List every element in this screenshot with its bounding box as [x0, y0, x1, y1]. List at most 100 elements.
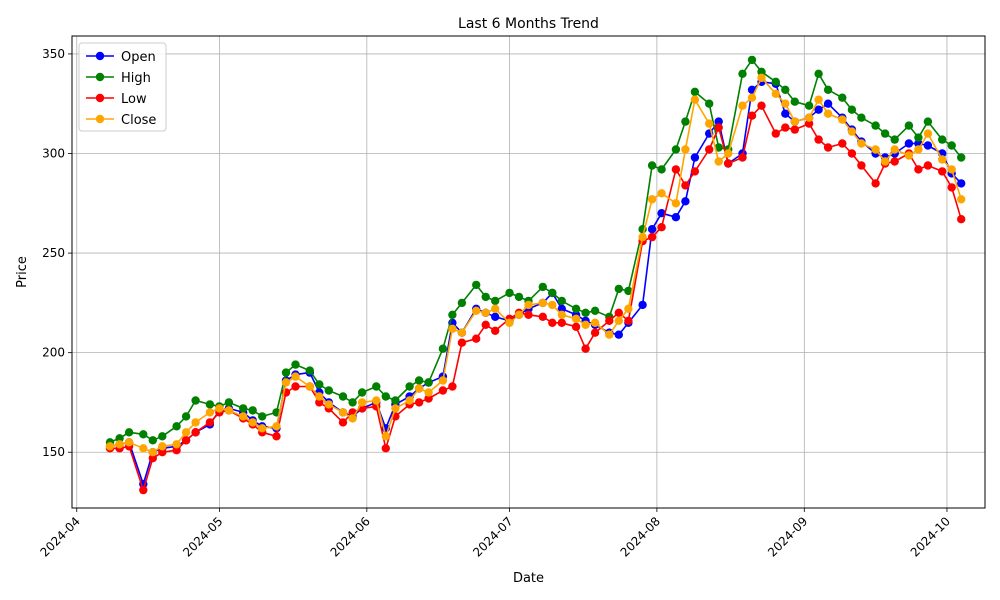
close-point: [681, 145, 690, 154]
chart-title: Last 6 Months Trend: [458, 16, 599, 32]
close-point: [714, 157, 723, 166]
high-point: [438, 344, 448, 353]
legend: Open High Low Close: [78, 42, 167, 132]
close-point: [248, 418, 257, 427]
close-point: [814, 95, 823, 104]
high-point: [957, 153, 966, 162]
y-axis-title: Price: [15, 256, 30, 288]
high-point: [690, 87, 700, 97]
open-point: [557, 304, 566, 313]
high-point: [191, 396, 200, 405]
close-point: [324, 400, 333, 409]
high-point: [880, 129, 890, 138]
close-point: [139, 444, 148, 453]
close-point: [448, 324, 457, 333]
legend-open-marker: [95, 51, 105, 61]
high-point: [315, 380, 324, 389]
close-point: [605, 330, 614, 339]
open-point: [823, 99, 833, 108]
low-point: [605, 316, 614, 325]
close-point: [590, 318, 600, 327]
legend-open-label: Open: [121, 50, 156, 65]
high-point: [158, 432, 167, 441]
open-point: [671, 213, 681, 222]
high-point: [857, 113, 866, 122]
high-point: [581, 308, 590, 317]
low-point: [315, 398, 324, 407]
close-point: [224, 406, 234, 415]
high-point: [571, 304, 581, 313]
open-point: [814, 105, 823, 114]
close-point: [880, 157, 890, 166]
close-point: [405, 396, 414, 405]
high-point: [747, 55, 757, 65]
high-point: [705, 99, 714, 108]
high-point: [804, 101, 814, 110]
legend-close-marker: [95, 114, 105, 124]
low-point: [914, 165, 923, 174]
low-point: [747, 111, 757, 120]
low-point: [448, 382, 457, 391]
high-point: [305, 366, 314, 375]
low-point: [871, 179, 880, 188]
low-point: [557, 318, 566, 327]
legend-high-label: High: [121, 71, 151, 86]
close-point: [947, 165, 956, 174]
high-point: [947, 141, 956, 150]
low-point: [191, 428, 200, 437]
close-point: [124, 438, 134, 447]
low-point: [414, 398, 424, 407]
close-point: [790, 117, 799, 126]
high-point: [291, 360, 300, 369]
high-point: [790, 97, 799, 106]
high-point: [324, 386, 333, 395]
high-point: [124, 428, 134, 437]
close-point: [771, 89, 780, 99]
y-tick-label: 150: [42, 445, 65, 459]
high-point: [381, 392, 390, 401]
y-tick-label: 250: [42, 246, 65, 260]
close-point: [514, 310, 524, 319]
low-point: [804, 119, 814, 128]
y-tick-label: 300: [42, 147, 65, 161]
legend-high-marker: [95, 72, 105, 82]
series-layer: [105, 55, 966, 495]
open-point: [923, 141, 933, 150]
close-point: [581, 320, 590, 329]
close-point: [338, 408, 348, 417]
close-point: [481, 308, 490, 317]
low-point: [647, 232, 657, 242]
high-point: [781, 85, 790, 95]
close-point: [158, 442, 167, 451]
high-point: [624, 286, 633, 296]
high-point: [239, 404, 248, 413]
low-point: [738, 153, 747, 162]
high-point: [405, 382, 414, 391]
high-point: [738, 69, 747, 79]
high-point: [681, 117, 690, 126]
low-point: [205, 418, 215, 427]
open-point: [681, 197, 690, 206]
close-point: [890, 145, 899, 154]
close-point: [548, 300, 557, 310]
high-point: [115, 434, 124, 443]
close-point: [690, 95, 700, 104]
close-point: [614, 316, 623, 325]
high-point: [181, 412, 191, 421]
open-point: [957, 179, 966, 188]
low-point: [571, 322, 581, 331]
high-point: [472, 280, 481, 290]
low-point: [947, 183, 956, 192]
close-point: [491, 304, 500, 313]
low-point: [681, 181, 690, 190]
series-close: [105, 73, 966, 457]
high-point: [348, 398, 357, 407]
close-point: [871, 145, 880, 154]
high-point: [838, 93, 847, 102]
low-point: [714, 123, 723, 132]
low-point: [548, 318, 557, 327]
close-point: [957, 195, 966, 204]
high-point: [557, 296, 566, 306]
low-point: [690, 167, 700, 176]
